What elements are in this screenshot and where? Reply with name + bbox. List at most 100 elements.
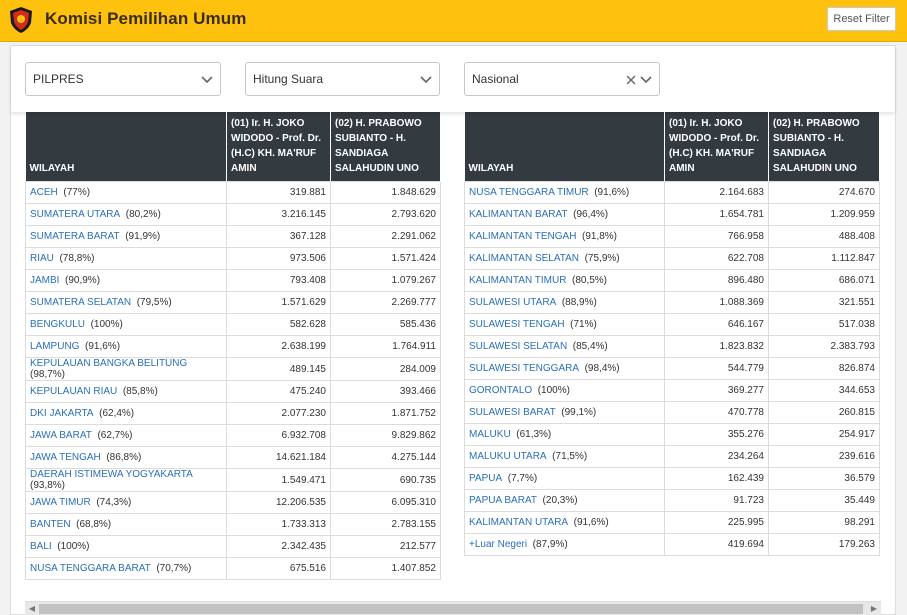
region-progress: (80,2%)	[125, 209, 161, 220]
region-link[interactable]: SULAWESI BARAT	[469, 407, 556, 418]
table-row: JAWA TIMUR (74,3%) 12.206.535 6.095.310	[25, 491, 441, 514]
region-link[interactable]: RIAU	[30, 253, 54, 264]
region-cell: SUMATERA BARAT (91,9%)	[25, 225, 227, 248]
table-row: DAERAH ISTIMEWA YOGYAKARTA (93,8%) 1.549.…	[25, 468, 441, 492]
region-link[interactable]: KEPULAUAN BANGKA BELITUNG	[30, 358, 188, 369]
votes-candidate-02: 179.263	[768, 533, 880, 556]
votes-candidate-02: 4.275.144	[330, 446, 441, 469]
region-link[interactable]: GORONTALO	[469, 385, 533, 396]
region-link[interactable]: JAWA TIMUR	[30, 497, 91, 508]
scrollbar-thumb[interactable]	[39, 604, 863, 614]
region-link[interactable]: KALIMANTAN BARAT	[469, 209, 568, 220]
region-cell: KALIMANTAN TENGAH (91,8%)	[464, 225, 665, 248]
table-row: MALUKU UTARA (71,5%) 234.264 239.616	[464, 445, 880, 468]
region-link[interactable]: KEPULAUAN RIAU	[30, 386, 118, 397]
votes-candidate-01: 1.571.629	[226, 291, 331, 314]
election-select[interactable]: PILPRES	[25, 62, 221, 96]
region-progress: (98,7%)	[30, 369, 66, 380]
region-cell: SULAWESI UTARA (88,9%)	[464, 291, 665, 314]
clear-icon[interactable]	[625, 72, 637, 86]
region-link[interactable]: SULAWESI TENGGARA	[469, 363, 580, 374]
region-link[interactable]: SUMATERA BARAT	[30, 231, 120, 242]
region-cell: DKI JAKARTA (62,4%)	[25, 402, 227, 425]
table-row: KALIMANTAN TIMUR (80,5%) 896.480 686.071	[464, 269, 880, 292]
mode-select[interactable]: Hitung Suara	[245, 62, 440, 96]
region-link[interactable]: LAMPUNG	[30, 341, 80, 352]
reset-filter-button[interactable]: Reset Filter	[827, 7, 896, 31]
region-cell: KALIMANTAN TIMUR (80,5%)	[464, 269, 665, 292]
votes-candidate-01: 489.145	[226, 357, 331, 381]
election-select-value: PILPRES	[33, 72, 84, 86]
region-link[interactable]: PAPUA	[469, 473, 503, 484]
table-row: SUMATERA SELATAN (79,5%) 1.571.629 2.269.7…	[25, 291, 441, 314]
region-link[interactable]: SULAWESI TENGAH	[469, 319, 565, 330]
votes-candidate-01: 319.881	[226, 181, 331, 204]
region-link[interactable]: JAMBI	[30, 275, 60, 286]
region-link[interactable]: NUSA TENGGARA BARAT	[30, 563, 151, 574]
region-link[interactable]: JAWA BARAT	[30, 430, 92, 441]
votes-candidate-01: 355.276	[664, 423, 769, 446]
scroll-left-icon[interactable]: ◀	[28, 604, 36, 613]
region-cell: PAPUA (7,7%)	[464, 467, 665, 490]
table-row: SULAWESI SELATAN (85,4%) 1.823.832 2.383.7…	[464, 335, 880, 358]
table-row: SUMATERA BARAT (91,9%) 367.128 2.291.062	[25, 225, 441, 248]
table-row: NUSA TENGGARA TIMUR (91,6%) 2.164.683 274.…	[464, 181, 880, 204]
region-progress: (62,7%)	[97, 430, 133, 441]
votes-candidate-02: 1.571.424	[330, 247, 441, 270]
region-cell: MALUKU UTARA (71,5%)	[464, 445, 665, 468]
votes-candidate-02: 585.436	[330, 313, 441, 336]
region-link[interactable]: SULAWESI SELATAN	[469, 341, 568, 352]
votes-candidate-02: 488.408	[768, 225, 880, 248]
region-cell: ACEH (77%)	[25, 181, 227, 204]
table-row: KEPULAUAN RIAU (85,8%) 475.240 393.466	[25, 380, 441, 403]
area-select-value: Nasional	[472, 72, 519, 86]
area-select[interactable]: Nasional	[464, 62, 660, 96]
region-cell: +Luar Negeri (87,9%)	[464, 533, 665, 556]
region-link[interactable]: MALUKU UTARA	[469, 451, 547, 462]
table-row: KALIMANTAN UTARA (91,6%) 225.995 98.291	[464, 511, 880, 534]
region-cell: NUSA TENGGARA BARAT (70,7%)	[25, 557, 227, 580]
region-link[interactable]: MALUKU	[469, 429, 511, 440]
votes-candidate-02: 2.383.793	[768, 335, 880, 358]
region-link[interactable]: SUMATERA SELATAN	[30, 297, 132, 308]
region-progress: (99,1%)	[561, 407, 597, 418]
region-link[interactable]: KALIMANTAN UTARA	[469, 517, 569, 528]
region-link[interactable]: PAPUA BARAT	[469, 495, 537, 506]
region-cell: JAWA TIMUR (74,3%)	[25, 491, 227, 514]
region-link[interactable]: SULAWESI UTARA	[469, 297, 557, 308]
region-link[interactable]: BENGKULU	[30, 319, 86, 330]
column-header-candidate-01: (01) Ir. H. JOKO WIDODO - Prof. Dr. (H.C…	[664, 112, 769, 182]
region-cell: SUMATERA UTARA (80,2%)	[25, 203, 227, 226]
region-link[interactable]: DKI JAKARTA	[30, 408, 94, 419]
region-link[interactable]: JAWA TENGAH	[30, 452, 101, 463]
scroll-right-icon[interactable]: ▶	[870, 604, 878, 613]
column-header-region: WILAYAH	[464, 112, 665, 182]
table-row: JAMBI (90,9%) 793.408 1.079.267	[25, 269, 441, 292]
votes-candidate-02: 1.112.847	[768, 247, 880, 270]
kpu-logo	[10, 7, 32, 33]
votes-candidate-02: 35.449	[768, 489, 880, 512]
region-link[interactable]: DAERAH ISTIMEWA YOGYAKARTA	[30, 469, 193, 480]
region-cell: NUSA TENGGARA TIMUR (91,6%)	[464, 181, 665, 204]
mode-select-value: Hitung Suara	[253, 72, 324, 86]
table-row: SULAWESI UTARA (88,9%) 1.088.369 321.551	[464, 291, 880, 314]
region-link[interactable]: SUMATERA UTARA	[30, 209, 121, 220]
votes-candidate-01: 2.164.683	[664, 181, 769, 204]
votes-candidate-02: 1.209.959	[768, 203, 880, 226]
region-link[interactable]: KALIMANTAN TIMUR	[469, 275, 567, 286]
region-cell: KALIMANTAN BARAT (96,4%)	[464, 203, 665, 226]
region-link[interactable]: +Luar Negeri	[469, 539, 528, 550]
votes-candidate-01: 2.342.435	[226, 535, 331, 558]
region-link[interactable]: KALIMANTAN SELATAN	[469, 253, 580, 264]
region-link[interactable]: BALI	[30, 541, 52, 552]
votes-candidate-02: 260.815	[768, 401, 880, 424]
horizontal-scrollbar[interactable]: ◀ ▶	[25, 601, 881, 615]
region-link[interactable]: ACEH	[30, 187, 58, 198]
votes-candidate-02: 2.793.620	[330, 203, 441, 226]
table-row: ACEH (77%) 319.881 1.848.629	[25, 181, 441, 204]
region-link[interactable]: KALIMANTAN TENGAH	[469, 231, 577, 242]
region-cell: RIAU (78,8%)	[25, 247, 227, 270]
votes-candidate-01: 1.654.781	[664, 203, 769, 226]
region-link[interactable]: NUSA TENGGARA TIMUR	[469, 187, 589, 198]
region-link[interactable]: BANTEN	[30, 519, 71, 530]
